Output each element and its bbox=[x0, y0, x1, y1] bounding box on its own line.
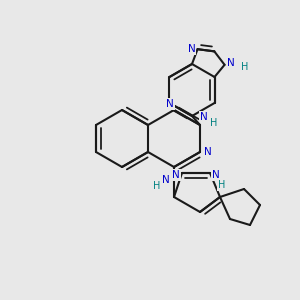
Text: H: H bbox=[218, 180, 225, 190]
Text: H: H bbox=[153, 181, 160, 191]
Text: N: N bbox=[204, 147, 212, 157]
Text: N: N bbox=[162, 175, 170, 185]
Text: H: H bbox=[210, 118, 218, 128]
Text: N: N bbox=[188, 44, 196, 54]
Text: N: N bbox=[212, 170, 220, 180]
Text: N: N bbox=[226, 58, 234, 68]
Text: N: N bbox=[200, 112, 208, 122]
Text: N: N bbox=[172, 170, 180, 180]
Text: H: H bbox=[241, 62, 248, 72]
Text: N: N bbox=[166, 99, 174, 109]
